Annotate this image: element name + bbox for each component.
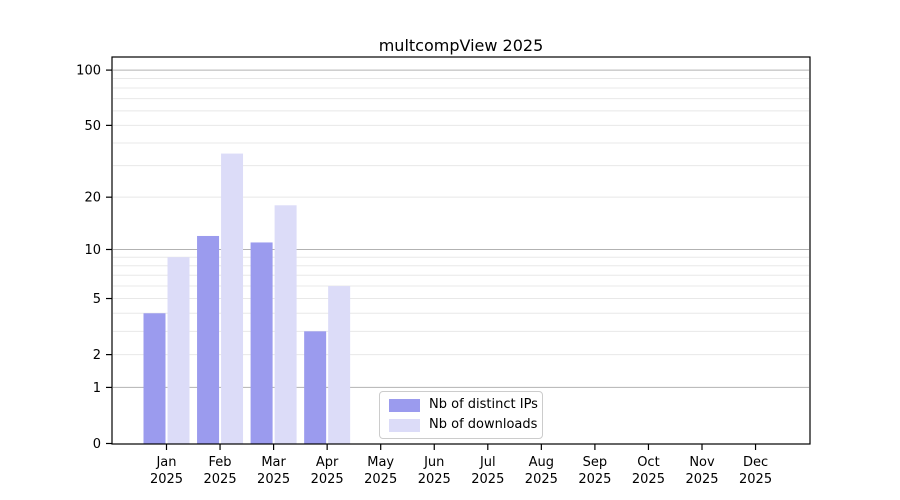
x-tick-label-month: Mar xyxy=(261,455,286,470)
x-tick-label-month: Sep xyxy=(583,455,608,470)
plot-border xyxy=(111,56,811,445)
legend-label-distinct-ips: Nb of distinct IPs xyxy=(429,397,538,412)
x-tick-label-month: Nov xyxy=(689,455,715,470)
x-tick-label-month: May xyxy=(367,455,394,470)
bar-downloads-mar xyxy=(274,205,297,444)
x-tick-label-month: Apr xyxy=(316,455,339,470)
x-tick-label-month: Jan xyxy=(155,455,176,470)
bar-downloads-jan xyxy=(167,257,190,444)
legend: Nb of distinct IPs Nb of downloads xyxy=(379,391,543,439)
bar-distinct-ips-jan xyxy=(143,313,166,444)
x-tick-label-month: Aug xyxy=(529,455,554,470)
x-tick-label-month: Dec xyxy=(743,455,768,470)
x-tick-label-month: Jun xyxy=(423,455,444,470)
y-tick-label: 0 xyxy=(93,437,101,452)
y-tick-label: 10 xyxy=(84,243,101,258)
x-tick-label-year: 2025 xyxy=(204,472,237,487)
legend-label-downloads: Nb of downloads xyxy=(429,417,538,432)
x-tick-label-month: Oct xyxy=(637,455,659,470)
y-tick-label: 2 xyxy=(93,348,101,363)
bar-distinct-ips-apr xyxy=(304,331,327,444)
y-tick-label: 50 xyxy=(84,119,101,134)
x-tick-label-year: 2025 xyxy=(418,472,451,487)
y-tick-label: 20 xyxy=(84,191,101,206)
x-tick-label-year: 2025 xyxy=(364,472,397,487)
y-tick-label: 100 xyxy=(76,64,101,79)
legend-swatch-distinct-ips xyxy=(389,398,420,412)
bar-distinct-ips-mar xyxy=(250,242,273,444)
x-tick-label-year: 2025 xyxy=(739,472,772,487)
legend-item-downloads: Nb of downloads xyxy=(389,417,537,433)
legend-swatch-downloads xyxy=(389,418,420,432)
bar-distinct-ips-feb xyxy=(197,235,220,444)
chart-title: multcompView 2025 xyxy=(379,36,544,55)
legend-item-distinct-ips: Nb of distinct IPs xyxy=(389,397,538,413)
x-tick-label-year: 2025 xyxy=(578,472,611,487)
x-tick-label-year: 2025 xyxy=(525,472,558,487)
y-tick-label: 5 xyxy=(93,292,101,307)
x-tick-label-year: 2025 xyxy=(685,472,718,487)
x-tick-label-year: 2025 xyxy=(471,472,504,487)
x-tick-label-year: 2025 xyxy=(150,472,183,487)
x-tick-label-year: 2025 xyxy=(632,472,665,487)
bar-downloads-apr xyxy=(328,286,351,444)
x-tick-label-month: Feb xyxy=(209,455,232,470)
x-tick-label-month: Jul xyxy=(479,455,496,470)
bars xyxy=(143,153,351,444)
x-tick-label-year: 2025 xyxy=(257,472,290,487)
axis-ticks-and-labels: 0 1 2 5 10 20 50 100 Jan 2025 Feb 2025 Mar 2025 Apr 202… xyxy=(76,64,772,487)
bar-downloads-feb xyxy=(221,153,244,444)
y-tick-label: 1 xyxy=(93,381,101,396)
x-tick-label-year: 2025 xyxy=(311,472,344,487)
